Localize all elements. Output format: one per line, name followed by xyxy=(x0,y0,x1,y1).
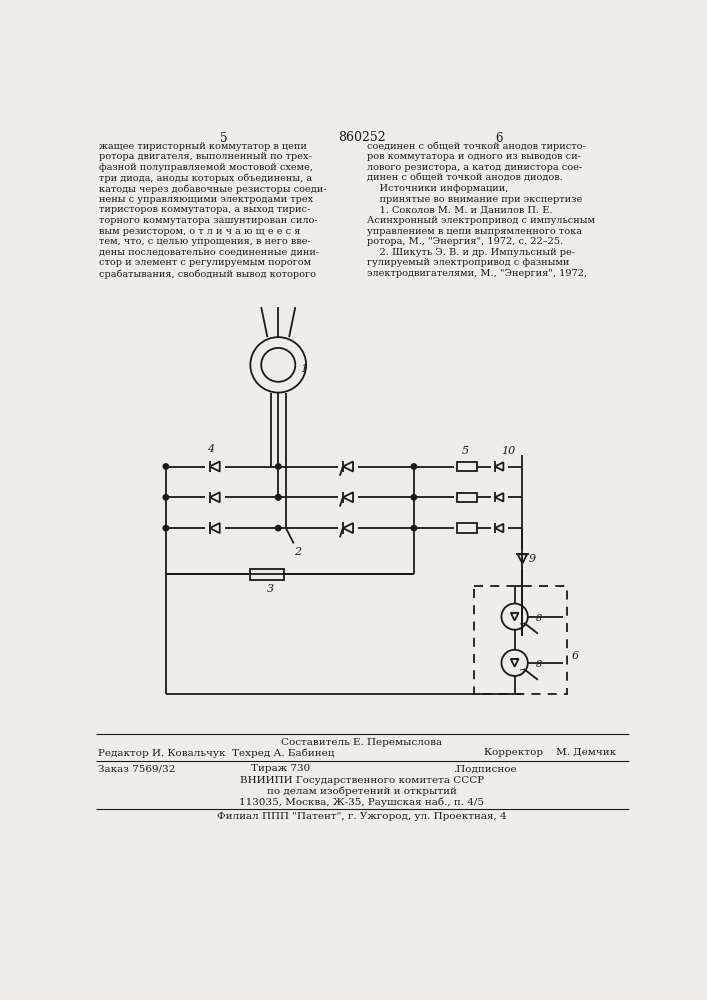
Text: 113035, Москва, Ж-35, Раушская наб., п. 4/5: 113035, Москва, Ж-35, Раушская наб., п. … xyxy=(240,798,484,807)
Text: Тираж 730: Тираж 730 xyxy=(251,764,310,773)
Text: 1: 1 xyxy=(300,364,307,374)
Text: 1. Соколов М. М. и Данилов П. Е.: 1. Соколов М. М. и Данилов П. Е. xyxy=(368,205,553,214)
Circle shape xyxy=(261,348,296,382)
Text: 9: 9 xyxy=(529,554,536,564)
Text: 2: 2 xyxy=(294,547,301,557)
Text: 5: 5 xyxy=(221,132,228,145)
Text: .Подписное: .Подписное xyxy=(452,764,516,773)
Text: 8: 8 xyxy=(537,614,542,623)
Bar xyxy=(457,462,477,471)
Text: вым резистором, о т л и ч а ю щ е е с я: вым резистором, о т л и ч а ю щ е е с я xyxy=(99,227,300,236)
Text: 10: 10 xyxy=(501,446,515,456)
Bar xyxy=(250,569,284,580)
Circle shape xyxy=(163,495,168,500)
Text: 860252: 860252 xyxy=(338,131,386,144)
Text: дены последовательно соединенные дини-: дены последовательно соединенные дини- xyxy=(99,248,320,257)
Text: 7: 7 xyxy=(518,623,525,632)
Text: 3: 3 xyxy=(267,584,274,594)
Text: Источники информации,: Источники информации, xyxy=(368,184,509,193)
Text: 8: 8 xyxy=(537,660,542,669)
Text: Филиал ППП "Патент", г. Ужгород, ул. Проектная, 4: Филиал ППП "Патент", г. Ужгород, ул. Про… xyxy=(217,812,507,821)
Text: фазной полуправляемой мостовой схеме,: фазной полуправляемой мостовой схеме, xyxy=(99,163,313,172)
Text: ротора двигателя, выполненный по трех-: ротора двигателя, выполненный по трех- xyxy=(99,152,312,161)
Text: управлением в цепи выпрямленного тока: управлением в цепи выпрямленного тока xyxy=(368,227,583,236)
Text: жащее тиристорный коммутатор в цепи: жащее тиристорный коммутатор в цепи xyxy=(99,142,307,151)
Circle shape xyxy=(276,495,281,500)
Text: Составитель Е. Перемыслова: Составитель Е. Перемыслова xyxy=(281,738,443,747)
Circle shape xyxy=(501,650,528,676)
Text: лового резистора, а катод динистора сое-: лового резистора, а катод динистора сое- xyxy=(368,163,583,172)
Text: нены с управляющими электродами трех: нены с управляющими электродами трех xyxy=(99,195,313,204)
Text: срабатывания, свободный вывод которого: срабатывания, свободный вывод которого xyxy=(99,269,316,279)
Circle shape xyxy=(411,464,416,469)
Circle shape xyxy=(276,464,281,469)
Text: ров коммутатора и одного из выводов си-: ров коммутатора и одного из выводов си- xyxy=(368,152,581,161)
Circle shape xyxy=(276,525,281,531)
Circle shape xyxy=(411,525,416,531)
Text: принятые во внимание при экспертизе: принятые во внимание при экспертизе xyxy=(368,195,583,204)
Text: 6: 6 xyxy=(571,651,578,661)
Text: стор и элемент с регулируемым порогом: стор и элемент с регулируемым порогом xyxy=(99,258,311,267)
Text: тиристоров коммутатора, а выход тирис-: тиристоров коммутатора, а выход тирис- xyxy=(99,205,310,214)
Circle shape xyxy=(411,495,416,500)
Bar xyxy=(474,586,567,694)
Text: динен с общей точкой анодов диодов.: динен с общей точкой анодов диодов. xyxy=(368,173,563,182)
Text: Заказ 7569/32: Заказ 7569/32 xyxy=(98,764,175,773)
Text: электродвигателями, М., "Энергия", 1972,: электродвигателями, М., "Энергия", 1972, xyxy=(368,269,588,278)
Text: по делам изобретений и открытий: по делам изобретений и открытий xyxy=(267,787,457,796)
Text: 2. Шикуть Э. В. и др. Импульсный ре-: 2. Шикуть Э. В. и др. Импульсный ре- xyxy=(368,248,575,257)
Bar xyxy=(457,523,477,533)
Text: 6: 6 xyxy=(496,132,503,145)
Circle shape xyxy=(163,464,168,469)
Text: ротора, М., "Энергия", 1972, с. 22–25.: ротора, М., "Энергия", 1972, с. 22–25. xyxy=(368,237,563,246)
Text: гулируемый электропривод с фазными: гулируемый электропривод с фазными xyxy=(368,258,570,267)
Text: соединен с общей точкой анодов тиристо-: соединен с общей точкой анодов тиристо- xyxy=(368,142,586,151)
Text: ВНИИПИ Государственного комитета СССР: ВНИИПИ Государственного комитета СССР xyxy=(240,776,484,785)
Text: Асинхронный электропривод с импульсным: Асинхронный электропривод с импульсным xyxy=(368,216,595,225)
Circle shape xyxy=(163,525,168,531)
Circle shape xyxy=(250,337,306,393)
Text: три диода, аноды которых объединены, а: три диода, аноды которых объединены, а xyxy=(99,173,312,183)
Bar xyxy=(457,493,477,502)
Text: Редактор И. Ковальчук  Техред А. Бабинец: Редактор И. Ковальчук Техред А. Бабинец xyxy=(98,748,334,758)
Text: 4: 4 xyxy=(207,444,214,454)
Circle shape xyxy=(501,604,528,630)
Text: катоды через добавочные резисторы соеди-: катоды через добавочные резисторы соеди- xyxy=(99,184,327,194)
Text: торного коммутатора зашунтирован сило-: торного коммутатора зашунтирован сило- xyxy=(99,216,318,225)
Circle shape xyxy=(276,495,281,500)
Text: Корректор    М. Демчик: Корректор М. Демчик xyxy=(484,748,616,757)
Text: тем, что, с целью упрощения, в него вве-: тем, что, с целью упрощения, в него вве- xyxy=(99,237,311,246)
Text: 7: 7 xyxy=(518,669,525,678)
Text: 5: 5 xyxy=(462,446,469,456)
